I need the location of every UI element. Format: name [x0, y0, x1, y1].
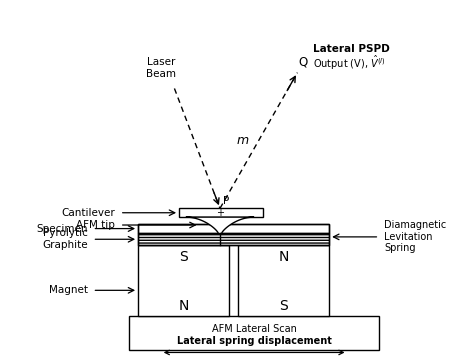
Text: Lateral PSPD: Lateral PSPD: [313, 44, 390, 54]
Text: Q: Q: [298, 56, 307, 69]
Text: Specimen: Specimen: [37, 224, 88, 234]
Polygon shape: [186, 217, 254, 234]
Text: AFM Lateral Scan: AFM Lateral Scan: [212, 324, 297, 334]
Text: Magnet: Magnet: [49, 285, 88, 295]
Bar: [129, 316, 379, 350]
Bar: [138, 224, 329, 245]
Text: Lateral spring displacement: Lateral spring displacement: [177, 336, 332, 346]
Text: P: P: [223, 196, 229, 206]
Text: Cantilever: Cantilever: [62, 208, 115, 218]
Text: $m$: $m$: [236, 134, 250, 147]
Bar: [238, 245, 329, 316]
Text: +: +: [216, 208, 224, 218]
Text: Diamagnetic
Levitation
Spring: Diamagnetic Levitation Spring: [384, 220, 446, 253]
Text: Laser
Beam: Laser Beam: [146, 57, 176, 79]
Text: AFM tip: AFM tip: [76, 220, 115, 230]
Bar: [138, 233, 329, 245]
Text: Output (V), $\hat{V}^{(l)}$: Output (V), $\hat{V}^{(l)}$: [313, 53, 386, 72]
Text: S: S: [179, 250, 188, 264]
Text: Pyrolytic
Graphite: Pyrolytic Graphite: [42, 228, 88, 250]
Text: N: N: [279, 250, 289, 264]
Text: N: N: [178, 299, 189, 313]
Bar: [138, 224, 329, 233]
Text: S: S: [279, 299, 288, 313]
Bar: [138, 245, 229, 316]
Bar: [179, 208, 263, 217]
